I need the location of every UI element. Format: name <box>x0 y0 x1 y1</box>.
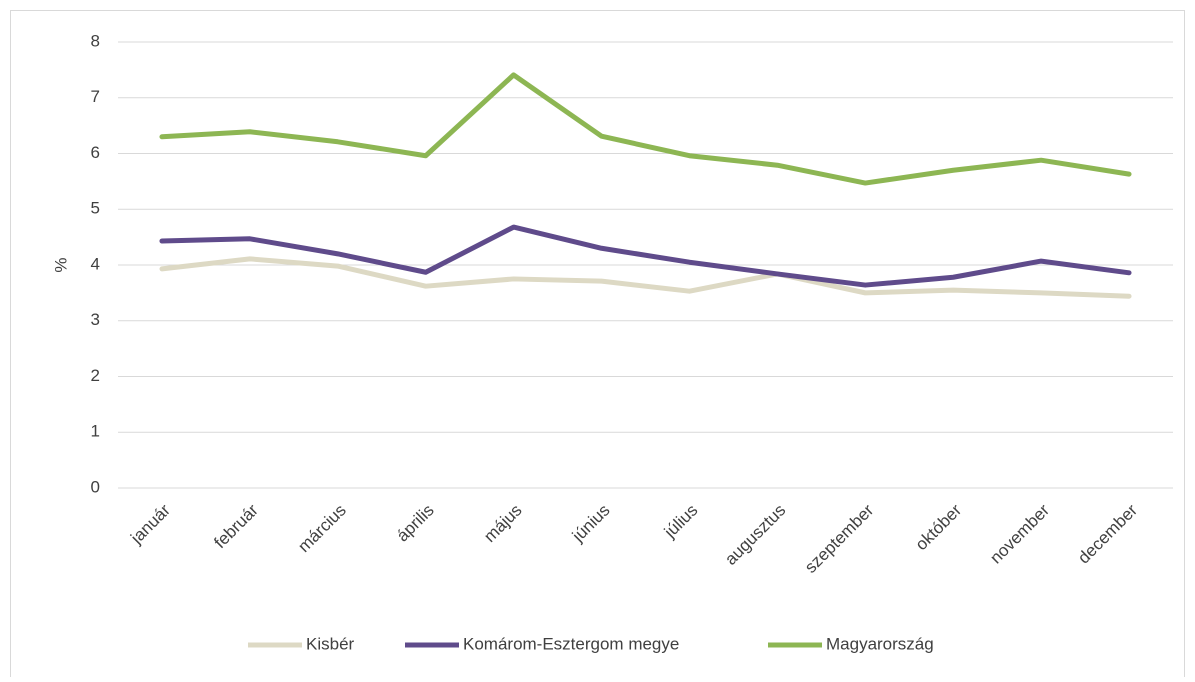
x-tick-label: október <box>912 500 966 554</box>
x-tick-label: május <box>480 501 526 547</box>
chart-frame <box>10 10 1185 682</box>
legend-label: Kisbér <box>306 634 355 653</box>
x-tick-label: július <box>660 501 702 543</box>
x-tick-label: augusztus <box>721 501 789 569</box>
y-tick-label: 7 <box>91 87 100 106</box>
legend-label: Komárom-Esztergom megye <box>463 634 679 653</box>
legend-label: Magyarország <box>826 634 934 653</box>
x-tick-label: június <box>568 501 614 547</box>
x-tick-label: március <box>294 501 350 557</box>
x-tick-label: szeptember <box>801 500 877 576</box>
line-series <box>159 224 1132 288</box>
x-tick-label: november <box>986 500 1053 567</box>
line-series <box>159 72 1132 186</box>
y-axis-label: % <box>51 257 70 272</box>
x-tick-label: február <box>210 500 262 552</box>
line-series <box>159 256 1132 299</box>
x-tick-label: december <box>1074 500 1141 567</box>
y-tick-label: 8 <box>91 31 100 50</box>
y-tick-label: 6 <box>91 143 100 162</box>
y-tick-label: 3 <box>91 310 100 329</box>
y-tick-label: 1 <box>91 422 100 441</box>
x-tick-label: január <box>126 500 174 548</box>
y-tick-label: 2 <box>91 366 100 385</box>
y-tick-label: 0 <box>91 477 100 496</box>
x-tick-label: április <box>393 501 438 546</box>
y-tick-label: 4 <box>91 254 100 273</box>
y-tick-label: 5 <box>91 199 100 218</box>
